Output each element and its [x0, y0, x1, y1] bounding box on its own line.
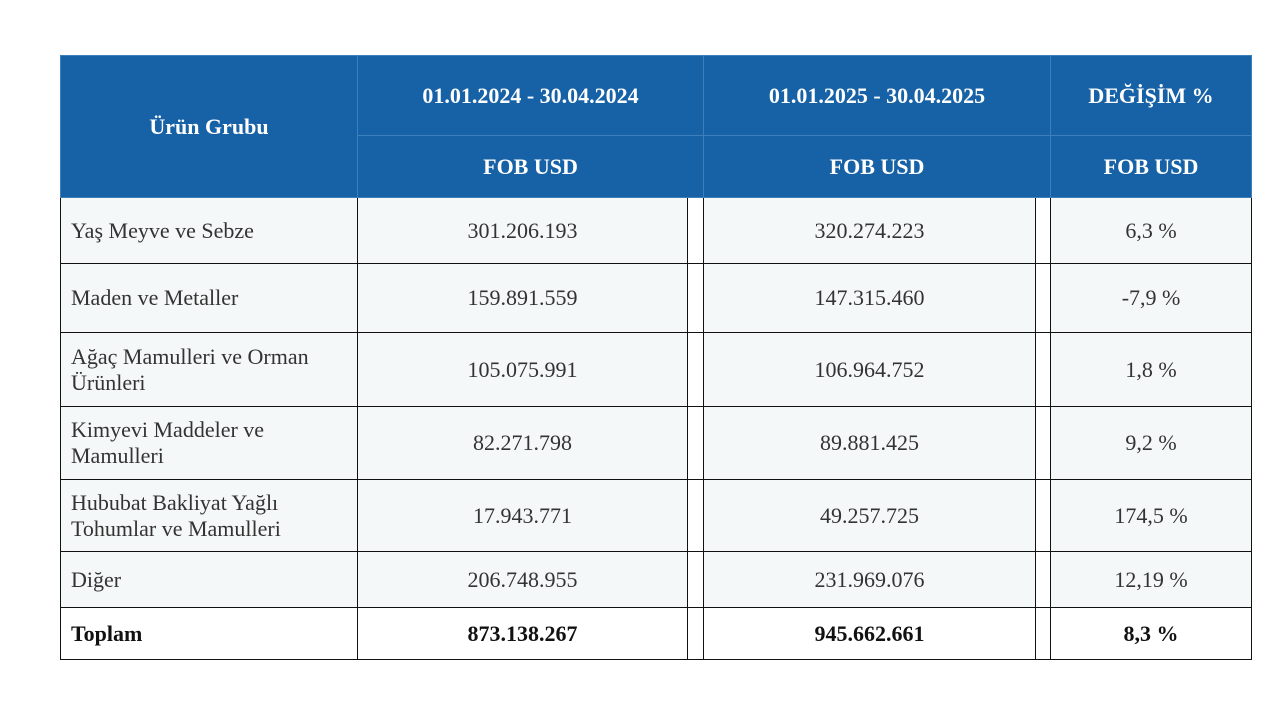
cell-value: 9,2 % [1050, 406, 1253, 480]
value-text: 105.075.991 [467, 356, 578, 382]
data-table: Ürün Grubu 01.01.2024 - 30.04.2024 01.01… [60, 55, 1253, 660]
cell-value: 174,5 % [1050, 479, 1253, 552]
value-text: 17.943.771 [473, 502, 572, 528]
value-text: 231.969.076 [814, 566, 925, 592]
spacer-cell [686, 332, 705, 407]
spacer-cell [686, 197, 705, 264]
cell-value: 301.206.193 [357, 197, 688, 264]
change-header: DEĞİŞİM % [1050, 55, 1253, 136]
cell-value: 89.881.425 [703, 406, 1037, 480]
cell-value: 1,8 % [1050, 332, 1253, 407]
group-header: Ürün Grubu [60, 55, 358, 198]
total-row: Toplam 873.138.267 945.662.661 8,3 % [60, 607, 1253, 660]
value-text: 301.206.193 [467, 217, 578, 243]
period-header: 01.01.2025 - 30.04.2025 [703, 55, 1052, 136]
spacer-cell [1035, 607, 1052, 660]
row-label: Maden ve Metaller [60, 263, 358, 333]
spacer-cell [686, 406, 705, 480]
value-text: 945.662.661 [814, 620, 925, 646]
cell-value: -7,9 % [1050, 263, 1253, 333]
unit-header: FOB USD [1050, 135, 1253, 198]
period-header: 01.01.2024 - 30.04.2024 [356, 55, 705, 136]
spacer-cell [1035, 332, 1052, 407]
data-row: Ağaç Mamulleri ve Orman Ürünleri 105.075.… [60, 332, 1253, 407]
cell-value: 147.315.460 [703, 263, 1037, 333]
cell-value: 159.891.559 [357, 263, 688, 333]
header-row: Ürün Grubu 01.01.2024 - 30.04.2024 01.01… [60, 55, 1253, 198]
data-row: Maden ve Metaller 159.891.559 147.315.460 -… [60, 263, 1253, 333]
cell-value: 49.257.725 [703, 479, 1037, 552]
spacer-cell [686, 551, 705, 608]
spacer-cell [1035, 197, 1052, 264]
value-text: 8,3 % [1123, 620, 1179, 646]
row-label-text: Toplam [71, 620, 143, 646]
spacer-cell [686, 263, 705, 333]
row-label-text: Yaş Meyve ve Sebze [71, 217, 254, 243]
data-row: Hububat Bakliyat Yağlı Tohumlar ve Mamul… [60, 479, 1253, 552]
value-text: 89.881.425 [820, 430, 920, 455]
cell-value: 105.075.991 [357, 332, 688, 407]
cell-value: 106.964.752 [703, 332, 1037, 407]
row-label: Yaş Meyve ve Sebze [60, 197, 358, 264]
table-body: Yaş Meyve ve Sebze 301.206.193 320.274.223… [60, 197, 1253, 660]
value-text: 159.891.559 [467, 285, 578, 310]
spacer-cell [1035, 406, 1052, 480]
value-text: 49.257.725 [820, 502, 920, 528]
value-text: 6,3 % [1125, 217, 1177, 243]
spacer-cell [686, 479, 705, 552]
cell-value: 17.943.771 [357, 479, 688, 552]
row-label-text: Kimyevi Maddeler ve Mamulleri [71, 417, 265, 468]
row-label: Ağaç Mamulleri ve Orman Ürünleri [60, 332, 358, 407]
cell-value: 206.748.955 [357, 551, 688, 608]
spacer-cell [1035, 479, 1052, 552]
row-label-text: Hububat Bakliyat Yağlı Tohumlar ve Mamul… [71, 489, 281, 541]
cell-value: 873.138.267 [357, 607, 688, 660]
value-text: 12,19 % [1114, 566, 1188, 592]
spacer-cell [1035, 551, 1052, 608]
spacer-cell [686, 607, 705, 660]
data-row: Kimyevi Maddeler ve Mamulleri 82.271.798 8… [60, 406, 1253, 480]
unit-header: FOB USD [703, 135, 1052, 198]
unit-row: FOB USD FOB USD FOB USD [61, 135, 1253, 198]
value-text: 873.138.267 [467, 620, 578, 646]
value-text: 9,2 % [1125, 430, 1177, 455]
row-label-text: Diğer [71, 566, 122, 592]
value-text: 82.271.798 [473, 430, 572, 455]
value-text: -7,9 % [1121, 285, 1181, 310]
cell-value: 6,3 % [1050, 197, 1253, 264]
cell-value: 231.969.076 [703, 551, 1037, 608]
value-text: 1,8 % [1125, 356, 1177, 382]
row-label-text: Maden ve Metaller [71, 285, 239, 310]
value-text: 320.274.223 [814, 217, 925, 243]
value-text: 174,5 % [1114, 502, 1188, 528]
row-label: Toplam [60, 607, 358, 660]
cell-value: 320.274.223 [703, 197, 1037, 264]
data-row: Yaş Meyve ve Sebze 301.206.193 320.274.223… [60, 197, 1253, 264]
cell-value: 82.271.798 [357, 406, 688, 480]
unit-header: FOB USD [356, 135, 705, 198]
row-label: Hububat Bakliyat Yağlı Tohumlar ve Mamul… [60, 479, 358, 552]
data-row: Diğer 206.748.955 231.969.076 12,19 % [60, 551, 1253, 608]
row-label-text: Ağaç Mamulleri ve Orman Ürünleri [71, 343, 309, 395]
row-label: Kimyevi Maddeler ve Mamulleri [60, 406, 358, 480]
value-text: 147.315.460 [814, 285, 925, 310]
row-label: Diğer [60, 551, 358, 608]
value-text: 206.748.955 [467, 566, 578, 592]
cell-value: 945.662.661 [703, 607, 1037, 660]
cell-value: 12,19 % [1050, 551, 1253, 608]
spacer-cell [1035, 263, 1052, 333]
value-text: 106.964.752 [814, 356, 925, 382]
cell-value: 8,3 % [1050, 607, 1253, 660]
